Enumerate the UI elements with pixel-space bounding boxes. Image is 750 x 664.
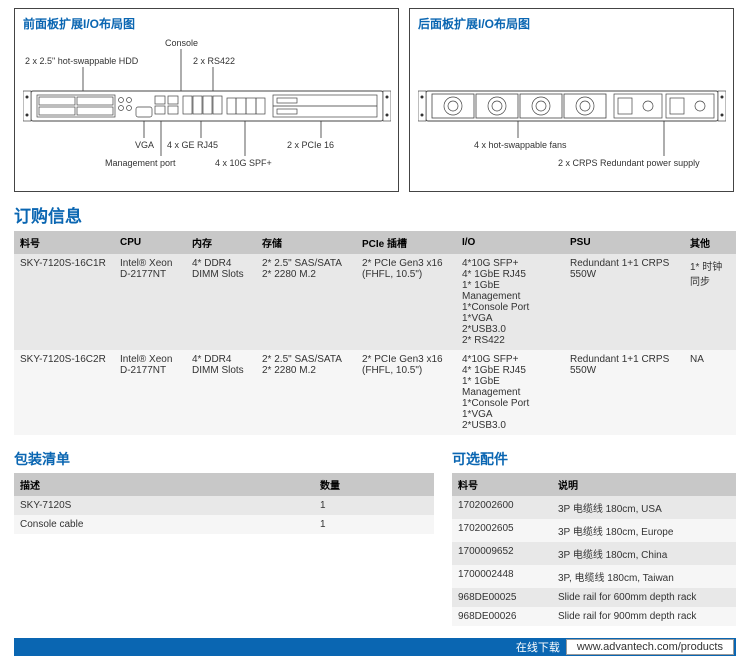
table-row: 17020026003P 电缆线 180cm, USA — [452, 496, 736, 519]
table-row: Console cable1 — [14, 515, 434, 534]
accessories-table: 料号 说明 17020026003P 电缆线 180cm, USA1702002… — [452, 473, 736, 626]
table-row: SKY-7120S-16C2RIntel® Xeon D-2177NT4* DD… — [14, 350, 736, 435]
front-panel-diagram: 前面板扩展I/O布局图 Console 2 x 2.5" hot-swappab… — [14, 8, 399, 192]
ordering-heading: 订购信息 — [14, 202, 736, 227]
th-pcie: PCIe 插槽 — [356, 231, 456, 254]
th-qty: 数量 — [314, 473, 434, 496]
callout-hdd: 2 x 2.5" hot-swappable HDD — [25, 56, 139, 66]
th-storage: 存储 — [256, 231, 356, 254]
callout-console: Console — [165, 38, 198, 48]
rear-panel-title: 后面板扩展I/O布局图 — [418, 15, 725, 32]
footer-url: www.advantech.com/products — [566, 639, 734, 655]
packing-heading: 包装清单 — [14, 449, 434, 469]
accessories-heading: 可选配件 — [452, 449, 736, 469]
table-row: 968DE00026Slide rail for 900mm depth rac… — [452, 607, 736, 626]
front-panel-title: 前面板扩展I/O布局图 — [23, 15, 390, 32]
th-mem: 内存 — [186, 231, 256, 254]
callout-vga: VGA — [135, 140, 154, 150]
footer-bar: 在线下载 www.advantech.com/products — [14, 638, 736, 656]
table-row: 17000096523P 电缆线 180cm, China — [452, 542, 736, 565]
front-panel-svg: Console 2 x 2.5" hot-swappable HDD 2 x R… — [23, 36, 391, 181]
th-other: 其他 — [684, 231, 736, 254]
callout-psu: 2 x CRPS Redundant power supply — [558, 158, 700, 168]
th-acc-desc: 说明 — [552, 473, 736, 496]
ordering-table: 料号 CPU 内存 存储 PCIe 插槽 I/O PSU 其他 SKY-7120… — [14, 231, 736, 435]
callout-pcie: 2 x PCIe 16 — [287, 140, 334, 150]
th-desc: 描述 — [14, 473, 314, 496]
th-pn: 料号 — [14, 231, 114, 254]
table-row: 17020026053P 电缆线 180cm, Europe — [452, 519, 736, 542]
callout-gerj45: 4 x GE RJ45 — [167, 140, 218, 150]
footer-label: 在线下载 — [510, 639, 566, 655]
callout-spf: 4 x 10G SPF+ — [215, 158, 272, 168]
packing-table: 描述 数量 SKY-7120S1Console cable1 — [14, 473, 434, 534]
callout-rs422: 2 x RS422 — [193, 56, 235, 66]
th-acc-pn: 料号 — [452, 473, 552, 496]
callout-fans: 4 x hot-swappable fans — [474, 140, 567, 150]
th-psu: PSU — [564, 231, 684, 254]
rear-panel-diagram: 后面板扩展I/O布局图 — [409, 8, 734, 192]
table-row: SKY-7120S-16C1RIntel® Xeon D-2177NT4* DD… — [14, 254, 736, 350]
callout-mgmt: Management port — [105, 158, 176, 168]
th-io: I/O — [456, 231, 564, 254]
th-cpu: CPU — [114, 231, 186, 254]
table-row: SKY-7120S1 — [14, 496, 434, 515]
rear-panel-svg: 4 x hot-swappable fans 2 x CRPS Redundan… — [418, 36, 726, 181]
diagrams-row: 前面板扩展I/O布局图 Console 2 x 2.5" hot-swappab… — [14, 8, 736, 192]
table-row: 17000024483P, 电缆线 180cm, Taiwan — [452, 565, 736, 588]
